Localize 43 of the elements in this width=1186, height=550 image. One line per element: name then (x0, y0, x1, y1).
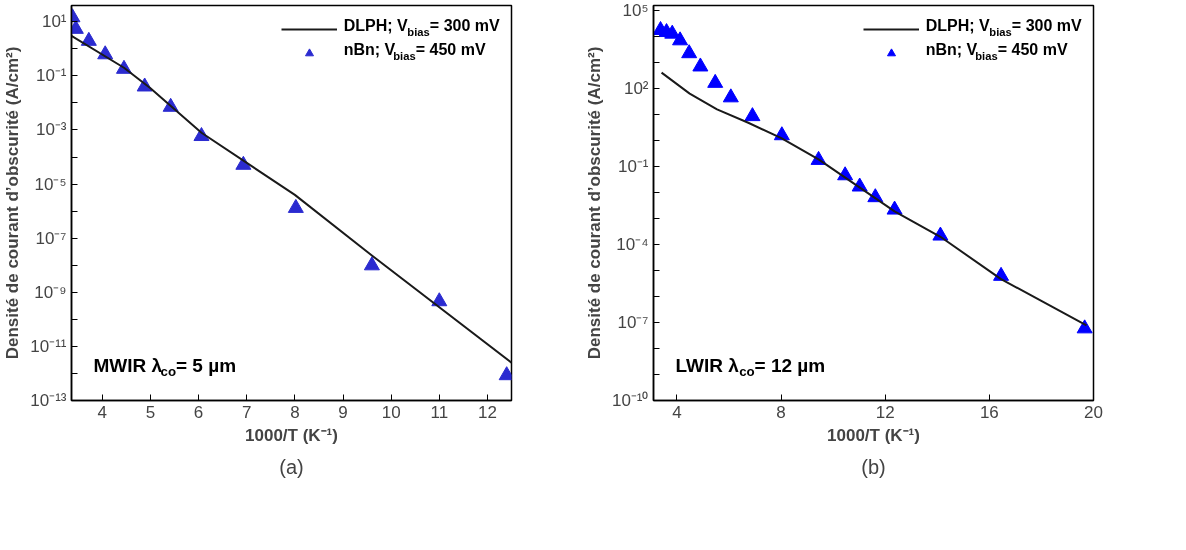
x-tick-label: 8 (776, 402, 786, 422)
point (707, 73, 724, 88)
y-axis-title: Densité de courant d’obscurité (A/cm²) (3, 46, 23, 360)
point (363, 256, 380, 271)
x-tick-label: 5 (145, 402, 156, 422)
y-tick-label: 10⁻¹ (35, 66, 67, 86)
y-tick-label: 10⁻¹³ (30, 391, 67, 410)
text: (a) (279, 455, 304, 478)
y-tick-label: 10⁻⁷ (617, 313, 649, 333)
point (744, 107, 761, 122)
y-tick-label: 10⁻⁵ (34, 174, 67, 194)
x-tick-label: 8 (290, 402, 300, 422)
y-tick-label: 10⁻⁹ (34, 282, 67, 302)
y-tick-label: 10⁻⁴ (616, 235, 649, 255)
y-tick-label: 10⁻⁷ (35, 228, 67, 248)
x-tick-label: 12 (477, 402, 497, 422)
text: (b) (861, 455, 886, 478)
point (692, 57, 709, 72)
y-tick-label: 10⁵ (622, 1, 649, 21)
x-tick-label: 20 (1084, 402, 1103, 422)
x-tick-label: 16 (979, 402, 999, 422)
y-tick-label: 10⁻¹⁰ (611, 391, 649, 410)
x-tick-label: 4 (672, 402, 682, 422)
y-tick-label: 10⁻¹¹ (30, 336, 67, 356)
y-tick-label: 10² (623, 79, 649, 99)
x-axis-title: 1000/T (K⁻¹) (245, 425, 338, 445)
point (672, 31, 689, 46)
x-tick-label: 9 (338, 402, 348, 422)
y-tick-label: 10⁻³ (35, 120, 67, 140)
x-axis-title: 1000/T (K⁻¹) (827, 425, 920, 445)
point (1076, 319, 1093, 334)
point (287, 198, 304, 213)
x-tick-label: 7 (242, 402, 252, 422)
x-tick-label: 11 (430, 402, 449, 422)
y-tick-label: 10⁻¹ (617, 157, 649, 177)
x-tick-label: 4 (97, 402, 108, 422)
x-tick-label: 6 (193, 402, 204, 422)
y-axis-title: Densité de courant d’obscurité (A/cm²) (584, 46, 604, 360)
x-tick-label: 10 (381, 402, 401, 422)
point (722, 88, 739, 103)
x-tick-label: 12 (875, 402, 895, 422)
y-tick-label: 10¹ (41, 12, 67, 32)
point (681, 44, 698, 59)
